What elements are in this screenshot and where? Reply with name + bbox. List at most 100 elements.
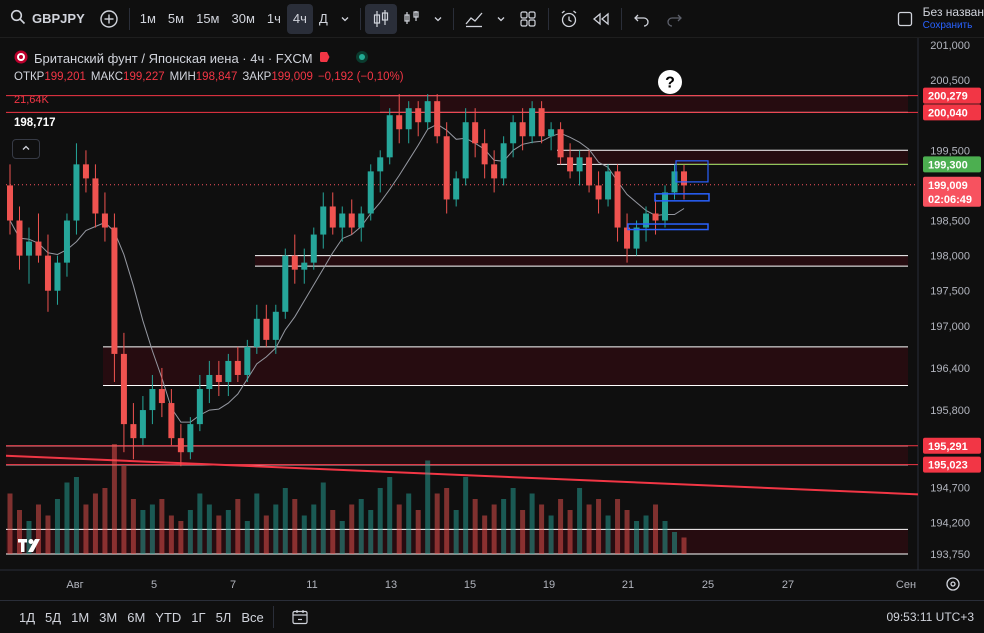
- volume-bar: [235, 499, 241, 554]
- range-button[interactable]: 6М: [127, 609, 146, 625]
- volume-bar: [463, 477, 469, 554]
- range-button[interactable]: Все: [241, 609, 264, 625]
- interval-dropdown-button[interactable]: [334, 4, 356, 34]
- layout-name-button[interactable]: Без назван Сохранить: [917, 6, 984, 32]
- volume-bar: [92, 493, 98, 554]
- gear-center: [950, 581, 956, 587]
- candle-body: [253, 318, 260, 347]
- range-button[interactable]: 1Д: [19, 609, 36, 625]
- moving-average-line: [9, 123, 685, 423]
- interval-button[interactable]: 5м: [167, 11, 185, 26]
- volume-bar: [396, 504, 402, 554]
- volume-bar: [643, 515, 649, 554]
- collapse-legend-button[interactable]: [12, 139, 40, 159]
- chart-canvas[interactable]: ? 201,000 200,500 199,500 198,500 198,000 197,…: [0, 38, 984, 598]
- square-icon: [897, 11, 913, 27]
- time-tick-label: 27: [782, 579, 794, 591]
- undo-button[interactable]: [626, 4, 658, 34]
- compare-add-button[interactable]: [93, 4, 125, 34]
- candle-body: [35, 241, 42, 256]
- candle-body: [595, 185, 602, 200]
- candle-body: [453, 178, 460, 200]
- time-tick-label: Сен: [896, 579, 916, 591]
- price-tick-label: 194,200: [930, 517, 970, 529]
- volume-bar: [349, 504, 355, 554]
- candle-body: [73, 164, 80, 221]
- chart-pane[interactable]: ? 201,000 200,500 199,500 198,500 198,000 197,…: [0, 38, 984, 598]
- chevron-down-icon: [433, 14, 443, 24]
- candle-body: [282, 255, 289, 312]
- chart-type-dropdown-button[interactable]: [427, 4, 449, 34]
- price-tick-label: 198,000: [930, 251, 970, 263]
- candle-body: [386, 115, 393, 158]
- candle-body: [329, 206, 336, 228]
- volume-bar: [282, 488, 288, 554]
- volume-bar: [35, 504, 41, 554]
- volume-bar: [596, 499, 602, 554]
- candle-body: [396, 115, 403, 130]
- range-button[interactable]: 5Л: [215, 609, 232, 625]
- range-button[interactable]: 1Г: [191, 609, 206, 625]
- range-button[interactable]: YTD: [155, 609, 182, 625]
- interval-button[interactable]: 15м: [196, 11, 220, 26]
- volume-bar: [472, 499, 478, 554]
- goto-date-button[interactable]: [286, 602, 314, 632]
- time-tick-label: 15: [464, 579, 476, 591]
- candle-body: [54, 262, 61, 291]
- range-button[interactable]: 3М: [99, 609, 118, 625]
- volume-bar: [292, 499, 298, 554]
- candle-body: [605, 171, 612, 200]
- utc-clock[interactable]: 09:53:11 UTC+3: [886, 610, 975, 624]
- supply-demand-zone: [255, 255, 908, 267]
- volume-bar: [567, 510, 573, 554]
- volume-bar: [206, 504, 212, 554]
- scale-settings-icon[interactable]: [946, 577, 960, 591]
- replay-button[interactable]: [585, 4, 617, 34]
- alert-button[interactable]: [553, 4, 585, 34]
- range-button[interactable]: 1М: [71, 609, 90, 625]
- redo-icon: [665, 11, 683, 27]
- red-flag-icon[interactable]: [319, 50, 333, 67]
- range-button[interactable]: 5Д: [45, 609, 62, 625]
- volume-bar: [102, 488, 108, 554]
- chevron-down-icon: [340, 14, 350, 24]
- candles-style-button[interactable]: [364, 3, 397, 34]
- time-tick-label: 13: [385, 579, 397, 591]
- volume-bar: [149, 504, 155, 554]
- candle-body: [481, 143, 488, 165]
- volume-bar: [510, 488, 516, 554]
- layout-checkbox[interactable]: [893, 4, 917, 34]
- interval-button[interactable]: 1ч: [266, 11, 281, 26]
- candle-body: [310, 234, 317, 263]
- interval-button[interactable]: 30м: [231, 11, 255, 26]
- interval-button[interactable]: 4ч: [286, 3, 313, 34]
- volume-bar: [330, 510, 336, 554]
- price-tag-label: 195,291: [928, 441, 968, 453]
- symbol-search-button[interactable]: GBPJPY: [0, 4, 93, 34]
- bottom-toolbar: 1Д 5Д 1М 3М 6М YTD 1Г 5Л Все 09:53:11 UTC+3: [0, 600, 984, 633]
- volume-bar: [529, 493, 535, 554]
- interval-button[interactable]: 1м: [139, 11, 156, 26]
- candle-body: [557, 129, 564, 158]
- ohlc-values: ОТКР 199,201 МАКС 199,227 МИН 198,847 ЗАКР 199,…: [14, 71, 404, 83]
- price-tag-label: 199,009: [928, 180, 968, 192]
- undo-icon: [633, 11, 651, 27]
- redo-button[interactable]: [658, 4, 690, 34]
- candle-body: [576, 157, 583, 172]
- price-tick-label: 199,500: [930, 145, 970, 157]
- indicator-style-button[interactable]: [397, 4, 427, 34]
- candle-body: [377, 157, 384, 172]
- volume-bar: [482, 515, 488, 554]
- layout-templates-button[interactable]: [512, 4, 544, 34]
- interval-button[interactable]: Д: [318, 11, 328, 26]
- volume-bar: [501, 499, 507, 554]
- market-status-icon[interactable]: [355, 50, 369, 67]
- indicators-button[interactable]: [458, 4, 490, 34]
- toolbar-divider: [272, 606, 274, 628]
- trend-line: [5, 454, 919, 496]
- ohlc-label: МАКС: [90, 71, 124, 83]
- bar-chart-icon: [403, 9, 421, 29]
- volume-bar: [178, 521, 184, 554]
- indicators-dropdown-button[interactable]: [490, 4, 512, 34]
- volume-bar: [453, 510, 459, 554]
